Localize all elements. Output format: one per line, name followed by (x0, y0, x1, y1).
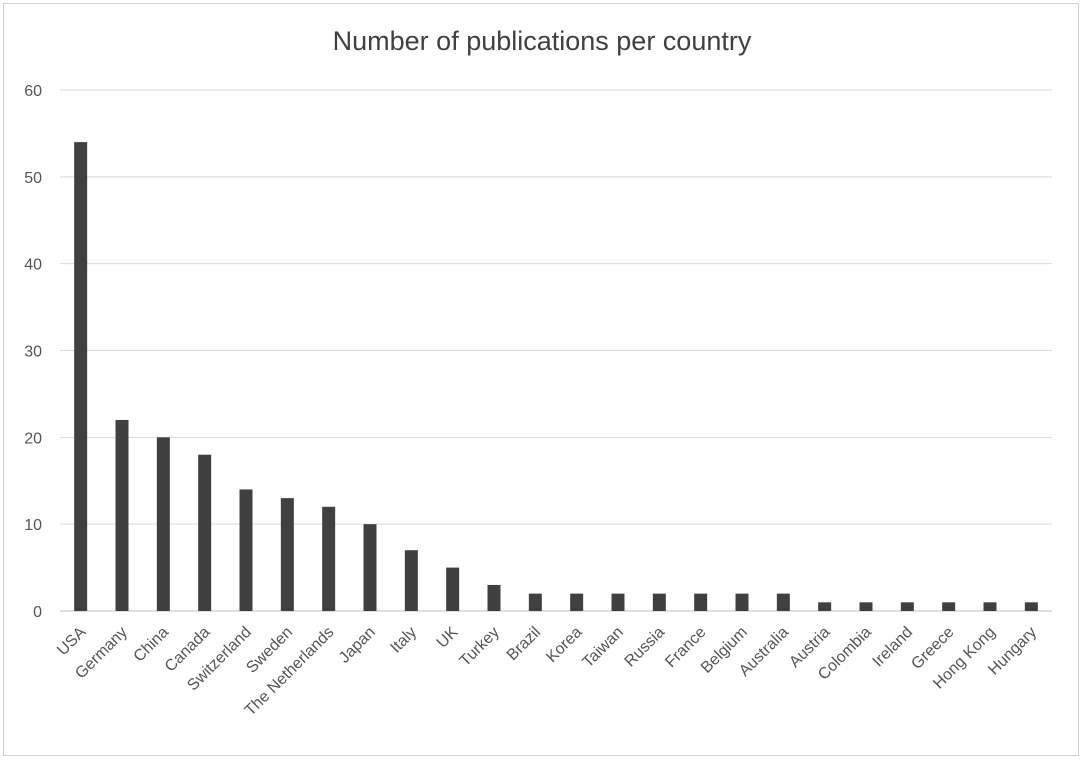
bar-canada (198, 454, 212, 611)
y-tick-label: 0 (33, 604, 42, 621)
y-tick-label: 20 (24, 430, 42, 447)
bar-sweden (280, 498, 294, 611)
bar-hungary (1024, 602, 1038, 611)
x-tick-label: UK (434, 624, 462, 652)
bar-australia (776, 593, 790, 611)
y-tick-label: 50 (24, 170, 42, 187)
x-tick-label: USA (54, 624, 90, 660)
bar-hong-kong (983, 602, 997, 611)
bars (74, 142, 1038, 611)
x-tick-label: Japan (336, 624, 379, 667)
y-axis-tick-labels: 0 10 20 30 40 50 60 (24, 83, 42, 621)
y-tick-label: 30 (24, 344, 42, 361)
bar-brazil (528, 593, 542, 611)
x-tick-label: Taiwan (580, 624, 627, 671)
x-tick-label: Brazil (504, 624, 544, 664)
bar-the-netherlands (322, 506, 336, 611)
bar-colombia (859, 602, 873, 611)
x-tick-label: Turkey (457, 624, 503, 670)
bar-uk (446, 567, 460, 611)
bar-taiwan (611, 593, 625, 611)
bar-china (156, 437, 170, 611)
y-tick-label: 40 (24, 257, 42, 274)
chart-frame (3, 3, 1079, 756)
gridlines (60, 89, 1052, 612)
bar-germany (115, 419, 129, 611)
bar-belgium (735, 593, 749, 611)
bar-usa (74, 142, 88, 611)
x-tick-label: Ireland (870, 624, 917, 671)
bar-italy (404, 550, 418, 611)
bar-france (694, 593, 708, 611)
bar-korea (570, 593, 584, 611)
bar-ireland (900, 602, 914, 611)
bar-japan (363, 524, 377, 611)
bar-switzerland (239, 489, 253, 611)
bar-greece (942, 602, 956, 611)
x-tick-label: Russia (622, 624, 669, 671)
bar-russia (652, 593, 666, 611)
chart-title: Number of publications per country (332, 26, 752, 56)
bar-austria (818, 602, 832, 611)
bar-turkey (487, 584, 501, 611)
x-tick-label: Italy (387, 624, 420, 657)
y-tick-label: 60 (24, 83, 42, 100)
y-tick-label: 10 (24, 517, 42, 534)
